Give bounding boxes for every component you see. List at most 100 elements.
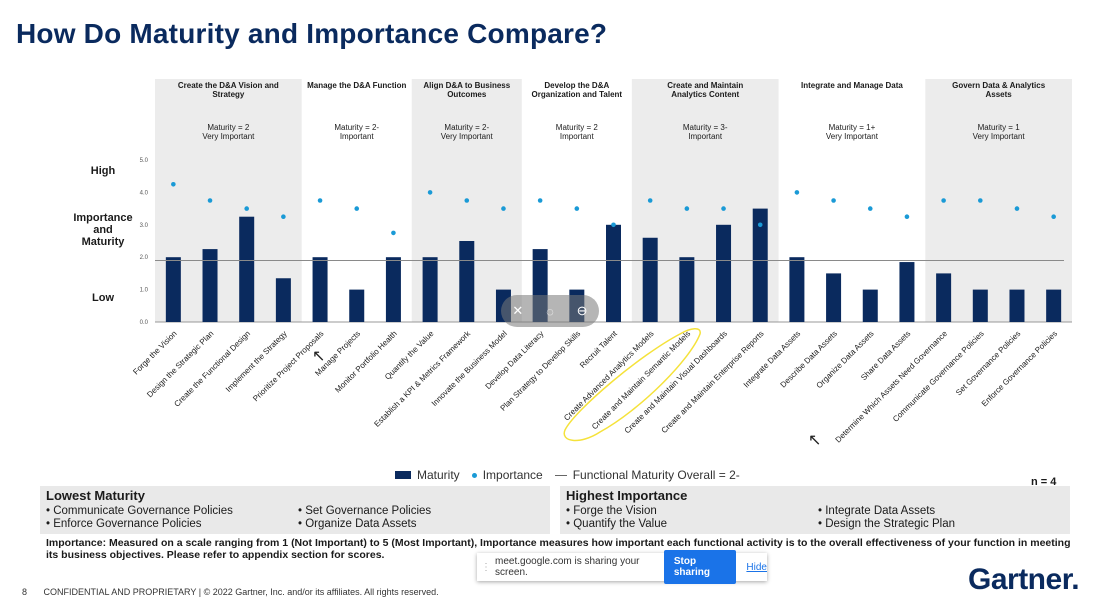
maturity-bar [1046,289,1062,322]
importance-point [831,198,836,203]
importance-point [391,230,396,236]
x-tick-label: Monitor Portfolio Health [333,329,398,394]
logo-text: Gartner [968,563,1072,596]
importance-point [867,206,873,211]
importance-point [464,198,470,203]
importance-footnote: Importance: Measured on a scale ranging … [46,537,1071,561]
legend-maturity-swatch [395,471,411,479]
lowest-maturity-item: Organize Data Assets [298,518,550,531]
y-tick-label: 1.0 [140,288,149,294]
group-summary: Maturity = 3-Important [683,123,728,141]
group-summary: Maturity = 2-Important [334,123,379,141]
chart-legend: Maturity Importance Functional Maturity … [395,468,740,482]
x-tick-label: Innovate the Business Model [430,329,509,408]
hide-link[interactable]: Hide [746,561,767,573]
minus-circle-icon[interactable]: ⊖ [576,303,588,318]
importance-point [978,198,983,203]
highest-importance-item: Forge the Vision [566,505,818,518]
group-title: Govern Data & Analytics Assets [952,81,1046,99]
importance-point [904,214,910,219]
maturity-bar [642,237,658,322]
highest-importance-item: Quantify the Value [566,518,818,531]
y-axis-title: Importance and Maturity [73,212,133,248]
maturity-bar [679,257,695,322]
maturity-bar [716,224,732,322]
highest-importance-item: Design the Strategic Plan [818,518,1070,531]
y-tick-label: 0.0 [140,320,149,326]
stop-sharing-button[interactable]: Stop sharing [663,550,737,584]
x-tick-label: Enforce Governance Policies [980,329,1059,408]
maturity-bar [385,257,401,322]
lowest-maturity-item: Set Governance Policies [298,505,550,518]
maturity-bar [862,289,878,322]
y-axis-high-label: High [90,165,116,177]
importance-point [537,198,543,203]
importance-point [244,206,249,211]
importance-point [427,190,433,195]
y-tick-label: 4.0 [140,190,149,196]
meet-control-pill: ✕ ◌ ⊖ [501,295,599,327]
group-title: Align D&A to Business Outcomes [423,81,510,99]
group-title: Manage the D&A Function [307,81,406,90]
legend-importance-label: Importance [482,468,543,482]
importance-point [794,190,800,195]
slide-footer: 8 CONFIDENTIAL AND PROPRIETARY | © 2022 … [22,587,439,597]
maturity-bar [165,257,181,322]
page-number: 8 [22,587,28,597]
y-tick-label: 5.0 [140,158,149,164]
gartner-logo: Gartner. [968,563,1080,597]
cursor-icon: ↖ [808,432,822,449]
maturity-bar [789,257,805,322]
importance-point [941,198,946,203]
maturity-bar [202,249,218,322]
maturity-bar [275,278,291,322]
drag-handle-icon[interactable]: ⋮ [481,561,491,573]
y-tick-label: 2.0 [140,255,149,261]
highest-importance-item: Integrate Data Assets [818,505,1070,518]
camera-off-icon[interactable]: ◌ [546,303,554,319]
importance-point [171,182,176,187]
importance-point [684,206,690,211]
group-summary: Maturity = 1+ Very Important [826,123,879,141]
screen-share-bar: ⋮ meet.google.com is sharing your screen… [477,550,767,584]
logo-dot: . [1071,563,1080,596]
page-title: How Do Maturity and Importance Compare? [16,18,608,49]
importance-point [317,198,323,203]
importance-point [757,222,763,228]
importance-point [281,214,286,219]
importance-point [1051,214,1056,219]
importance-point [354,206,360,211]
x-tick-label: Set Governance Policies [954,329,1022,397]
maturity-bar [1009,289,1025,322]
group-title: Develop the D&A Organization and Talent [532,81,623,99]
maturity-bar [459,241,475,322]
importance-point [647,198,653,203]
maturity-bar [972,289,988,322]
legend-maturity-label: Maturity [417,468,460,482]
importance-point [1014,206,1020,211]
importance-point [611,222,616,228]
legend-overall-swatch [554,474,567,476]
maturity-bar [752,208,768,322]
highest-importance-panel: Highest Importance Forge the Vision Inte… [560,486,1070,534]
maturity-bar [606,224,621,322]
lowest-maturity-item: Communicate Governance Policies [46,505,298,518]
legend-importance-swatch [471,472,477,478]
x-tick-label: Plan Strategy to Develop Skills [499,329,583,413]
lowest-maturity-panel: Lowest Maturity Communicate Governance P… [40,486,550,534]
sample-size-label: n = 4 [1031,476,1057,488]
group-summary: Maturity = 2 Very Important [202,123,255,141]
share-status-text: meet.google.com is sharing your screen. [495,556,640,578]
group-summary: Maturity = 2-Very Important [441,123,494,141]
lowest-maturity-item: Enforce Governance Policies [46,518,298,531]
maturity-bar [826,273,842,322]
pin-off-icon[interactable]: ✕ [512,303,524,318]
maturity-bar [312,257,328,322]
highlight-annotation [563,328,701,442]
importance-point [574,206,580,211]
cursor-icon: ↖ [312,348,326,365]
maturity-bar [422,257,438,322]
importance-point [501,206,506,211]
x-tick-label: Prioritize Project Proposals [251,329,325,403]
y-tick-label: 3.0 [140,223,149,229]
